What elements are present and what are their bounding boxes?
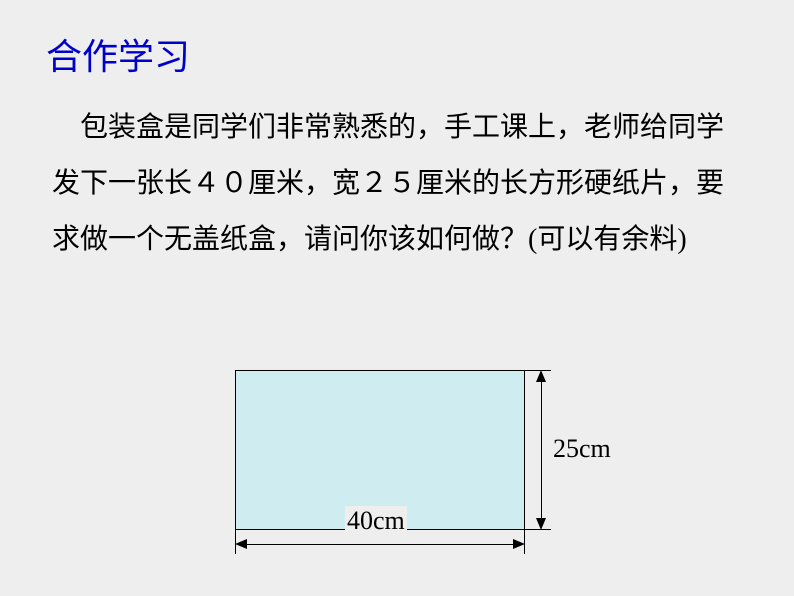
section-title: 合作学习 <box>46 28 742 80</box>
height-label: 25cm <box>553 434 611 464</box>
rectangle-diagram: 25cm 40cm <box>235 370 655 570</box>
dim-line <box>541 378 542 522</box>
arrow-down-icon <box>536 518 546 530</box>
arrow-right-icon <box>513 539 525 549</box>
width-label: 40cm <box>345 506 407 536</box>
problem-text: 包装盒是同学们非常熟悉的，手工课上，老师给同学发下一张长４０厘米，宽２５厘米的长… <box>52 100 742 268</box>
dim-line <box>243 544 517 545</box>
